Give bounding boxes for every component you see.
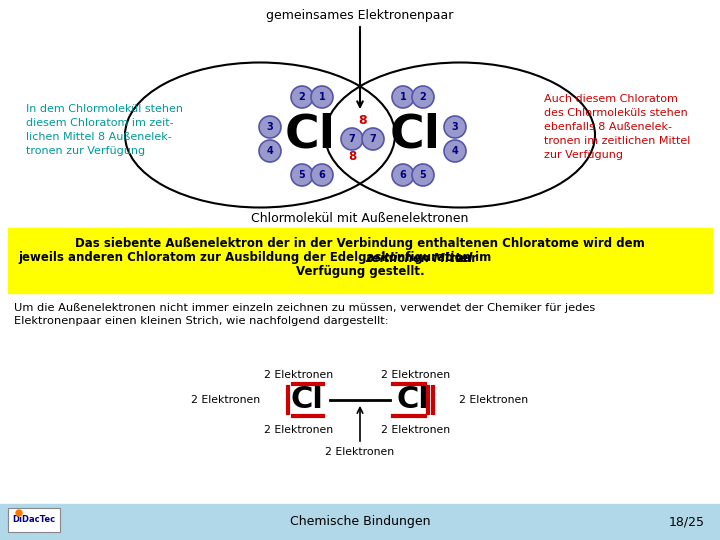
Circle shape — [341, 128, 363, 150]
Text: 8: 8 — [348, 151, 356, 164]
Text: 6: 6 — [319, 170, 325, 180]
Circle shape — [444, 140, 466, 162]
Text: 4: 4 — [451, 146, 459, 156]
Text: 2 Elektronen: 2 Elektronen — [382, 425, 451, 435]
Text: 2 Elektronen: 2 Elektronen — [264, 425, 333, 435]
Bar — [8, 508, 60, 532]
Bar — [0, 504, 720, 540]
Text: 1: 1 — [319, 92, 325, 102]
Text: 1: 1 — [400, 92, 406, 102]
Bar — [8, 228, 712, 293]
Circle shape — [444, 116, 466, 138]
Circle shape — [412, 164, 434, 186]
Text: Das siebente Außenelektron der in der Verbindung enthaltenen Chloratome wird dem: Das siebente Außenelektron der in der Ve… — [75, 238, 645, 251]
Text: Auch diesem Chloratom
des Chlormoleküls stehen
ebenfalls 8 Außenelek-
tronen im : Auch diesem Chloratom des Chlormoleküls … — [544, 94, 690, 160]
Text: Cl: Cl — [397, 386, 429, 415]
Text: 2 Elektronen: 2 Elektronen — [264, 370, 333, 380]
Text: In dem Chlormolekül stehen
diesem Chloratom im zeit-
lichen Mittel 8 Außenelek-
: In dem Chlormolekül stehen diesem Chlora… — [27, 104, 184, 156]
Text: 2: 2 — [299, 92, 305, 102]
Text: 5: 5 — [420, 170, 426, 180]
Circle shape — [259, 140, 281, 162]
Text: 8: 8 — [359, 113, 367, 126]
Text: Um die Außenelektronen nicht immer einzeln zeichnen zu müssen, verwendet der Che: Um die Außenelektronen nicht immer einze… — [14, 303, 595, 313]
Text: 5: 5 — [299, 170, 305, 180]
Text: Cl: Cl — [284, 112, 336, 158]
Text: 2 Elektronen: 2 Elektronen — [325, 447, 395, 457]
Circle shape — [259, 116, 281, 138]
Text: 2 Elektronen: 2 Elektronen — [459, 395, 528, 405]
Text: 6: 6 — [400, 170, 406, 180]
Text: gemeinsames Elektronenpaar: gemeinsames Elektronenpaar — [266, 9, 454, 22]
Text: Cl: Cl — [291, 386, 323, 415]
Text: jeweils anderen Chloratom zur Ausbildung der Edelgaskonfiguration im: jeweils anderen Chloratom zur Ausbildung… — [18, 252, 495, 265]
Circle shape — [392, 164, 414, 186]
Circle shape — [392, 86, 414, 108]
Circle shape — [362, 128, 384, 150]
Circle shape — [291, 86, 313, 108]
Circle shape — [311, 164, 333, 186]
Text: 7: 7 — [348, 134, 356, 144]
Circle shape — [311, 86, 333, 108]
Text: 3: 3 — [451, 122, 459, 132]
Text: 4: 4 — [266, 146, 274, 156]
Text: Cl: Cl — [390, 112, 441, 158]
Circle shape — [16, 510, 22, 516]
Text: 3: 3 — [266, 122, 274, 132]
Text: Verfügung gestellt.: Verfügung gestellt. — [296, 266, 424, 279]
Circle shape — [291, 164, 313, 186]
Text: zur: zur — [452, 252, 477, 265]
Text: Chlormolekül mit Außenelektronen: Chlormolekül mit Außenelektronen — [251, 212, 469, 225]
Text: 7: 7 — [369, 134, 377, 144]
Circle shape — [412, 86, 434, 108]
Text: 18/25: 18/25 — [669, 516, 705, 529]
Text: zeitlichen Mittel: zeitlichen Mittel — [365, 252, 472, 265]
Text: DiDacTec: DiDacTec — [12, 516, 55, 524]
Text: 2: 2 — [420, 92, 426, 102]
Text: 2 Elektronen: 2 Elektronen — [382, 370, 451, 380]
Text: 2 Elektronen: 2 Elektronen — [192, 395, 261, 405]
Text: Elektronenpaar einen kleinen Strich, wie nachfolgend dargestellt:: Elektronenpaar einen kleinen Strich, wie… — [14, 316, 389, 326]
Text: Chemische Bindungen: Chemische Bindungen — [289, 516, 431, 529]
